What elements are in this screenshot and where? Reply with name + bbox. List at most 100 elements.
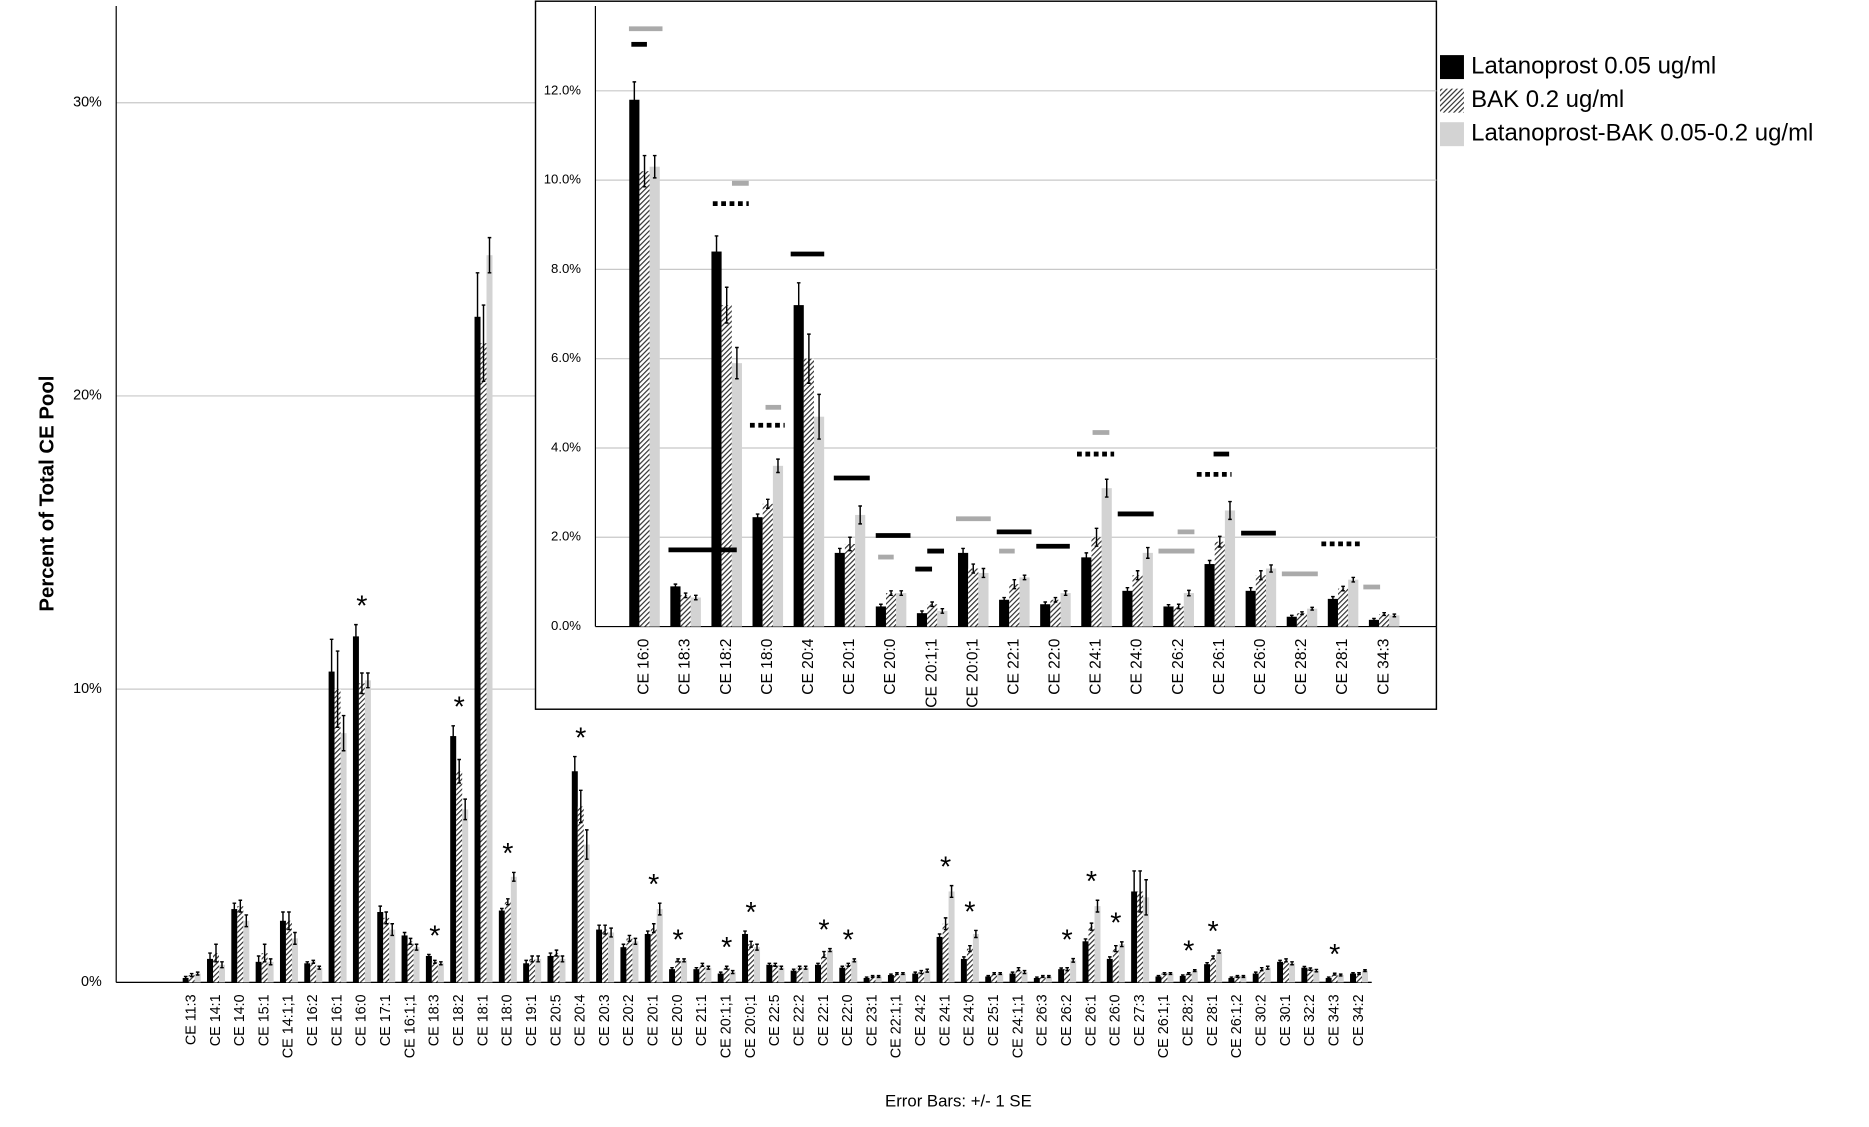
error-bar xyxy=(735,346,739,380)
bar xyxy=(927,604,938,627)
bar xyxy=(937,610,948,627)
significance-marker: * xyxy=(575,722,586,754)
error-bar xyxy=(548,952,553,960)
error-bar xyxy=(673,583,678,590)
error-bar xyxy=(749,940,753,948)
bar xyxy=(182,977,189,983)
x-tick-label: CE 18:0 xyxy=(500,994,516,1046)
error-bar xyxy=(1071,957,1075,963)
bar xyxy=(863,977,870,983)
x-tick-label: CE 26:3 xyxy=(1035,994,1051,1046)
bar xyxy=(596,929,603,983)
error-bar xyxy=(1302,965,1307,970)
bar xyxy=(304,963,311,983)
x-tick-label: CE 24:2 xyxy=(913,994,929,1046)
x-tick-label: CE 11:3 xyxy=(183,994,199,1045)
bar xyxy=(778,967,785,983)
error-bar xyxy=(268,958,273,966)
bar xyxy=(803,358,814,627)
bar xyxy=(814,964,821,983)
error-bar xyxy=(1104,478,1109,498)
error-bar xyxy=(512,871,516,882)
significance-marker: * xyxy=(672,925,683,957)
bar xyxy=(1214,541,1225,627)
bar xyxy=(1155,976,1162,983)
error-bar xyxy=(755,943,759,951)
error-bar xyxy=(870,974,875,979)
x-tick-label: CE 20:0 xyxy=(670,994,686,1046)
bar xyxy=(334,689,341,983)
bar xyxy=(553,953,560,983)
error-bar xyxy=(1035,976,1039,980)
bar xyxy=(966,948,973,983)
bar xyxy=(1183,593,1194,627)
error-bar xyxy=(195,971,200,976)
significance-lines xyxy=(628,26,1381,590)
error-bar xyxy=(262,943,267,963)
error-bar xyxy=(1259,966,1264,972)
bar xyxy=(1255,575,1266,627)
bar xyxy=(1362,970,1368,983)
error-bar xyxy=(244,914,249,928)
error-bar xyxy=(889,973,893,977)
error-bar xyxy=(408,937,413,945)
x-tick-label: CE 26:1;1 xyxy=(1156,994,1172,1058)
error-bar xyxy=(1065,966,1069,972)
error-bar xyxy=(506,898,510,906)
bar xyxy=(675,960,682,983)
error-bar xyxy=(1207,559,1212,569)
significance-marker: * xyxy=(1062,924,1073,956)
bar xyxy=(680,595,691,627)
bar xyxy=(656,909,663,983)
error-bar xyxy=(609,927,613,938)
error-bar xyxy=(1310,606,1314,611)
bar xyxy=(820,954,827,983)
error-bar xyxy=(694,966,699,972)
footnote: Error Bars: +/- 1 SE xyxy=(885,1092,1032,1111)
bar xyxy=(437,963,444,983)
bar xyxy=(407,941,414,983)
error-bar xyxy=(694,594,698,601)
bar xyxy=(855,514,866,627)
x-tick-label: CE 18:3 xyxy=(677,639,694,695)
bar xyxy=(772,465,784,627)
bar xyxy=(899,973,906,983)
error-bar xyxy=(1290,614,1294,619)
error-bar xyxy=(1002,596,1006,603)
bar xyxy=(1019,577,1030,627)
x-tick-label: CE 26:0 xyxy=(1252,638,1269,695)
error-bar xyxy=(1218,535,1222,548)
bar xyxy=(188,975,195,983)
x-tick-label: CE 14:1 xyxy=(208,994,224,1046)
error-bar xyxy=(487,236,492,274)
bar xyxy=(1252,973,1259,983)
significance-marker: * xyxy=(721,932,732,964)
bar xyxy=(474,316,481,983)
error-bar xyxy=(366,672,370,689)
significance-marker: * xyxy=(1086,866,1097,898)
error-bar xyxy=(657,902,662,916)
error-bar xyxy=(1180,974,1185,978)
error-bar xyxy=(1108,956,1112,962)
error-bar xyxy=(803,965,808,970)
bar xyxy=(875,606,886,627)
error-bar xyxy=(329,638,334,705)
bar xyxy=(1143,897,1150,983)
bar xyxy=(1331,974,1338,983)
error-bar xyxy=(1228,500,1232,521)
bar xyxy=(626,938,633,983)
x-tick-label: CE 16:0 xyxy=(354,994,370,1046)
bar xyxy=(968,568,979,627)
inset-chart: 0.0% 2.0% 4.0% 6.0% 8.0% 10.0% 12.0% CE 16:0 CE … xyxy=(534,0,1438,710)
error-bar xyxy=(311,959,316,965)
bar xyxy=(766,964,773,983)
error-bar xyxy=(578,789,583,824)
bar xyxy=(1337,975,1344,983)
significance-marker: * xyxy=(502,838,513,870)
bar xyxy=(364,680,371,983)
bar xyxy=(1245,590,1256,627)
error-bar xyxy=(1278,959,1282,965)
x-tick-label: CE 14:1;1 xyxy=(281,994,297,1058)
